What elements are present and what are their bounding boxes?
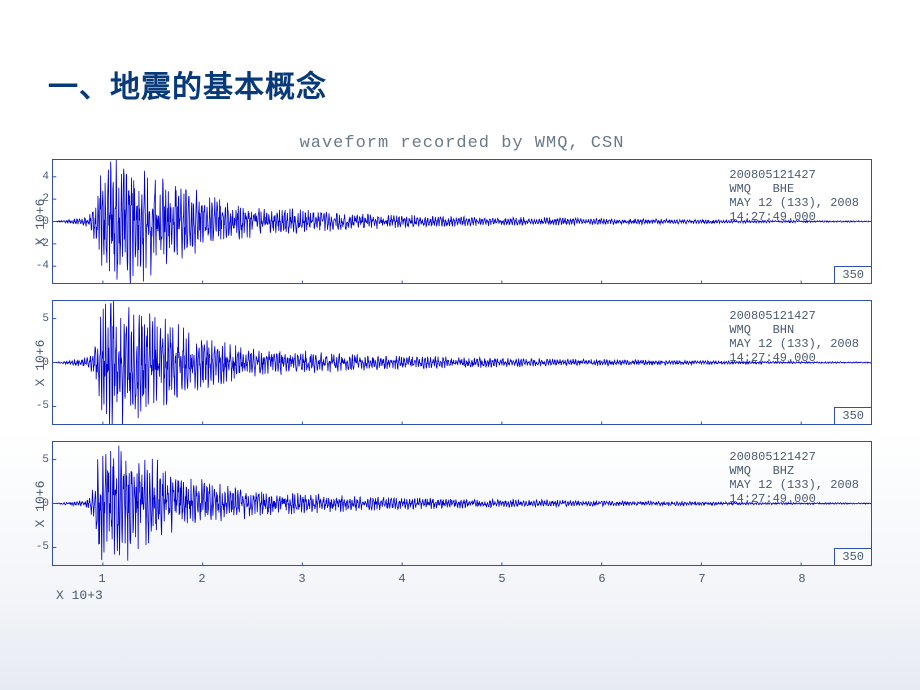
y-tick: -2 <box>36 238 49 250</box>
y-tick: -5 <box>36 400 49 412</box>
corner-value: 350 <box>834 407 871 424</box>
slide-title: 一、地震的基本概念 <box>48 62 327 106</box>
x-tick: 4 <box>398 572 405 586</box>
chart-title: waveform recorded by WMQ, CSN <box>52 134 872 153</box>
x-tick: 3 <box>298 572 305 586</box>
y-tick: 0 <box>42 498 49 510</box>
y-tick: 5 <box>42 313 49 325</box>
y-ticks: -5 0 5 <box>27 442 51 565</box>
corner-value: 350 <box>834 548 871 565</box>
waveform-panel-bhe: X 10+6 -4-2024 200805121427 WMQ BHE MAY … <box>52 159 872 284</box>
x-tick: 2 <box>198 572 205 586</box>
y-ticks: -4 -2 0 2 4 <box>27 160 51 283</box>
trace-info: 200805121427 WMQ BHE MAY 12 (133), 2008 … <box>729 168 859 224</box>
y-tick: 2 <box>42 193 49 205</box>
y-tick: -4 <box>36 260 49 272</box>
x-tick: 6 <box>598 572 605 586</box>
x-tick: 8 <box>798 572 805 586</box>
y-tick: 0 <box>42 357 49 369</box>
y-tick: 4 <box>42 171 49 183</box>
x-tick: 1 <box>98 572 105 586</box>
x-tick: 7 <box>698 572 705 586</box>
y-tick: 5 <box>42 454 49 466</box>
trace-info: 200805121427 WMQ BHN MAY 12 (133), 2008 … <box>729 309 859 365</box>
waveform-panel-bhz: X 10+6 -505 200805121427 WMQ BHZ MAY 12 … <box>52 441 872 566</box>
x-tick: 5 <box>498 572 505 586</box>
y-tick: -5 <box>36 541 49 553</box>
waveform-chart: waveform recorded by WMQ, CSN X 10+6 -4-… <box>52 134 872 612</box>
y-tick: 0 <box>42 216 49 228</box>
x-axis-label: X 10+3 <box>56 588 103 603</box>
trace-info: 200805121427 WMQ BHZ MAY 12 (133), 2008 … <box>729 450 859 506</box>
y-ticks: -5 0 5 <box>27 301 51 424</box>
x-axis: 1 2 3 4 5 6 7 8 X 10+3 <box>52 572 872 612</box>
x-ticks: 1 2 3 4 5 6 7 8 <box>52 572 872 586</box>
corner-value: 350 <box>834 266 871 283</box>
waveform-panel-bhn: X 10+6 -505 200805121427 WMQ BHN MAY 12 … <box>52 300 872 425</box>
